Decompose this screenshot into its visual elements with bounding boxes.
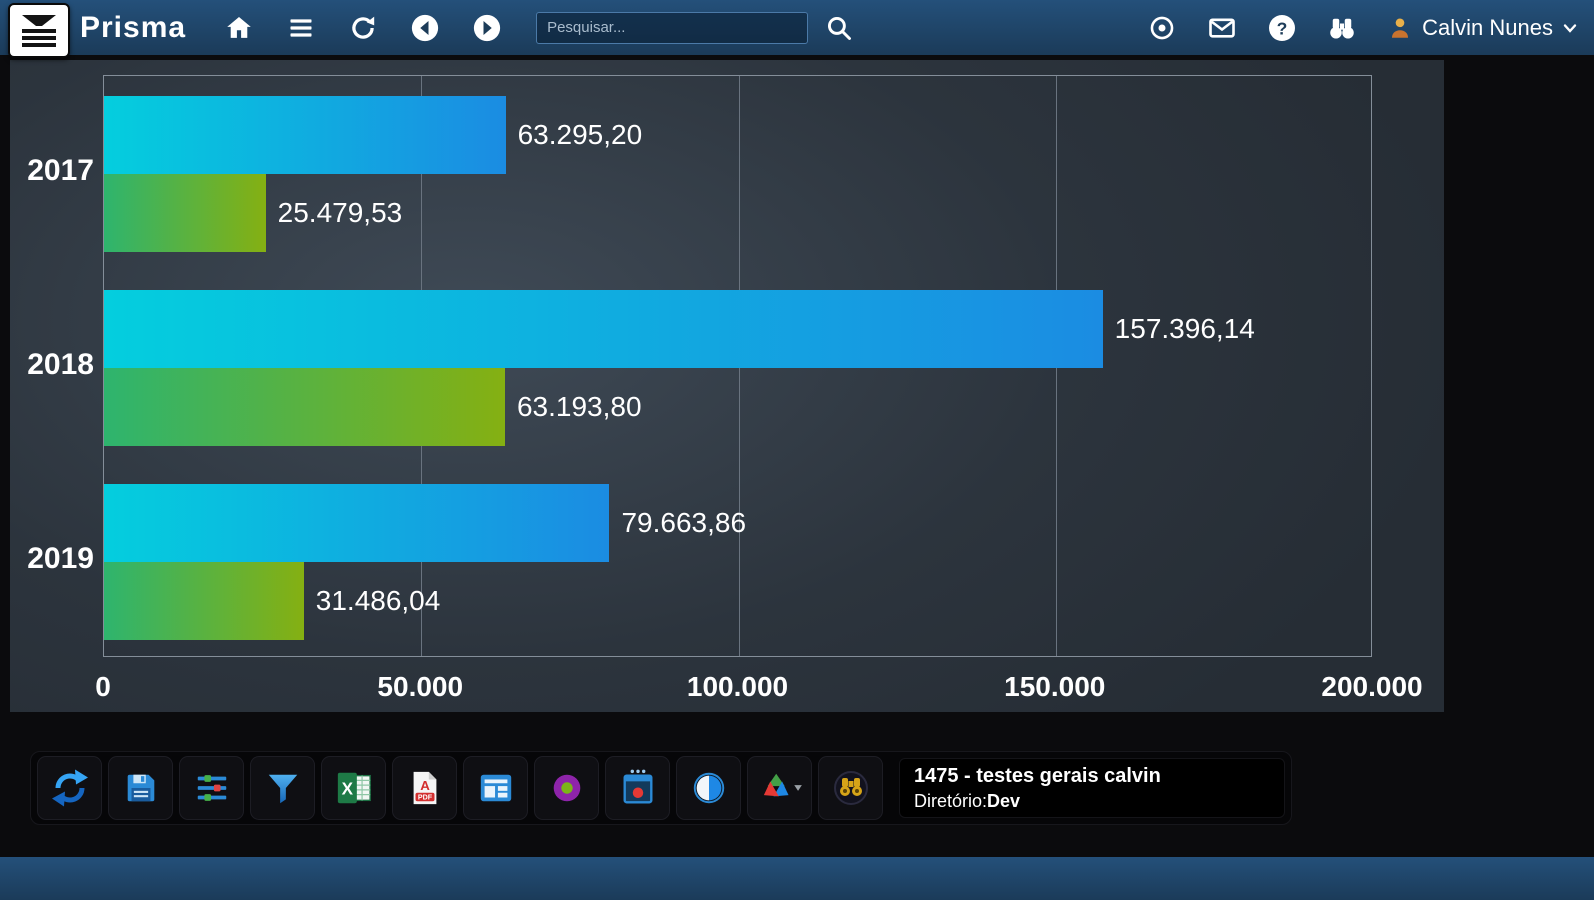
- help-icon: ?: [1267, 13, 1297, 43]
- user-menu[interactable]: Calvin Nunes: [1387, 15, 1578, 41]
- x-axis-tick-label: 50.000: [377, 671, 464, 702]
- bar-value-label: 25.479,53: [277, 196, 403, 228]
- bar-value-label: 79.663,86: [621, 507, 747, 539]
- lookup-button[interactable]: [818, 756, 883, 820]
- panels-icon: [477, 769, 515, 807]
- report-title: 1475 - testes gerais calvin: [914, 764, 1161, 787]
- bar-series-blue-2018[interactable]: [104, 290, 1103, 368]
- bar-series-blue-2017[interactable]: [104, 96, 506, 174]
- bottom-statusbar: [0, 857, 1594, 900]
- save-icon: [122, 769, 160, 807]
- filter-button[interactable]: [250, 756, 315, 820]
- bar-value-label: 63.193,80: [516, 390, 642, 422]
- bar-series-green-2019[interactable]: [104, 561, 304, 640]
- directory-value: Dev: [987, 790, 1021, 811]
- x-axis-tick-label: 200.000: [1321, 671, 1423, 702]
- search-icon: [825, 14, 853, 42]
- bottom-toolbar: X A PDF 1475 - testes gerais calvin Diretó…: [30, 751, 1292, 825]
- svg-text:A: A: [420, 778, 430, 793]
- brand-logo[interactable]: Prisma: [80, 10, 187, 44]
- report-info-box: 1475 - testes gerais calvin Diretório:De…: [899, 758, 1285, 818]
- main-menu-button[interactable]: [8, 3, 70, 58]
- binoculars-icon: [1327, 13, 1357, 43]
- pdf-icon: A PDF: [406, 769, 444, 807]
- integrations-button[interactable]: [747, 756, 812, 820]
- y-axis-category-label: 2018: [27, 348, 94, 381]
- save-button[interactable]: [108, 756, 173, 820]
- messages-button[interactable]: [1207, 13, 1237, 43]
- x-axis-tick-label: 0: [95, 671, 111, 702]
- back-button[interactable]: [410, 13, 440, 43]
- back-circle-icon: [410, 13, 440, 43]
- bar-value-label: 63.295,20: [517, 119, 643, 151]
- list-button[interactable]: [286, 13, 316, 43]
- list-icon: [287, 14, 315, 42]
- plot-area: 63.295,20 25.479,53 157.396,14 63.193,80 79.…: [103, 75, 1372, 657]
- bar-value-label: 157.396,14: [1114, 313, 1255, 345]
- directory-label: Diretório:: [914, 790, 988, 811]
- y-axis-category-label: 2017: [27, 154, 94, 187]
- mail-icon: [1207, 13, 1237, 43]
- search-button[interactable]: [824, 13, 854, 43]
- export-pdf-button[interactable]: A PDF: [392, 756, 457, 820]
- target-icon: [1148, 14, 1176, 42]
- top-navbar: Prisma: [0, 0, 1594, 58]
- home-button[interactable]: [224, 13, 254, 43]
- forward-button[interactable]: [472, 13, 502, 43]
- binoculars-badge-icon: [831, 768, 871, 808]
- trefoil-icon: [757, 769, 803, 807]
- bar-series-blue-2019[interactable]: [104, 484, 610, 562]
- funnel-icon: [264, 769, 302, 807]
- window-record-icon: [619, 768, 657, 808]
- menu-icon: [19, 13, 59, 49]
- svg-text:X: X: [341, 780, 353, 799]
- svg-text:?: ?: [1277, 18, 1288, 38]
- x-axis-tick-label: 150.000: [1004, 671, 1106, 702]
- popup-window-button[interactable]: [605, 756, 670, 820]
- chart-panel: 63.295,20 25.479,53 157.396,14 63.193,80 79.…: [10, 60, 1444, 712]
- refresh-report-button[interactable]: [37, 756, 102, 820]
- chart-style-button[interactable]: [534, 756, 599, 820]
- find-button[interactable]: [1327, 13, 1357, 43]
- layout-button[interactable]: [463, 756, 528, 820]
- refresh-icon: [349, 14, 377, 42]
- reload-button[interactable]: [348, 13, 378, 43]
- export-excel-button[interactable]: X: [321, 756, 386, 820]
- sliders-icon: [193, 769, 231, 807]
- toggle-view-button[interactable]: [676, 756, 741, 820]
- user-name: Calvin Nunes: [1422, 14, 1553, 40]
- target-button[interactable]: [1147, 13, 1177, 43]
- svg-text:PDF: PDF: [417, 793, 432, 801]
- sync-icon: [50, 768, 90, 808]
- caret-down-icon: [1562, 20, 1578, 36]
- bar-series-green-2018[interactable]: [104, 367, 505, 446]
- bar-series-green-2017[interactable]: [104, 173, 266, 252]
- toggle-circle-icon: [690, 769, 728, 807]
- donut-icon: [548, 769, 586, 807]
- help-button[interactable]: ?: [1267, 13, 1297, 43]
- forward-circle-icon: [472, 13, 502, 43]
- home-icon: [225, 14, 253, 42]
- report-directory: Diretório:Dev: [914, 791, 1270, 812]
- display-settings-button[interactable]: [179, 756, 244, 820]
- avatar-icon: [1387, 15, 1413, 41]
- bar-value-label: 31.486,04: [315, 584, 441, 616]
- excel-icon: X: [335, 769, 373, 807]
- x-axis-tick-label: 100.000: [686, 671, 789, 702]
- search-input[interactable]: [536, 11, 809, 44]
- y-axis-category-label: 2019: [27, 542, 94, 575]
